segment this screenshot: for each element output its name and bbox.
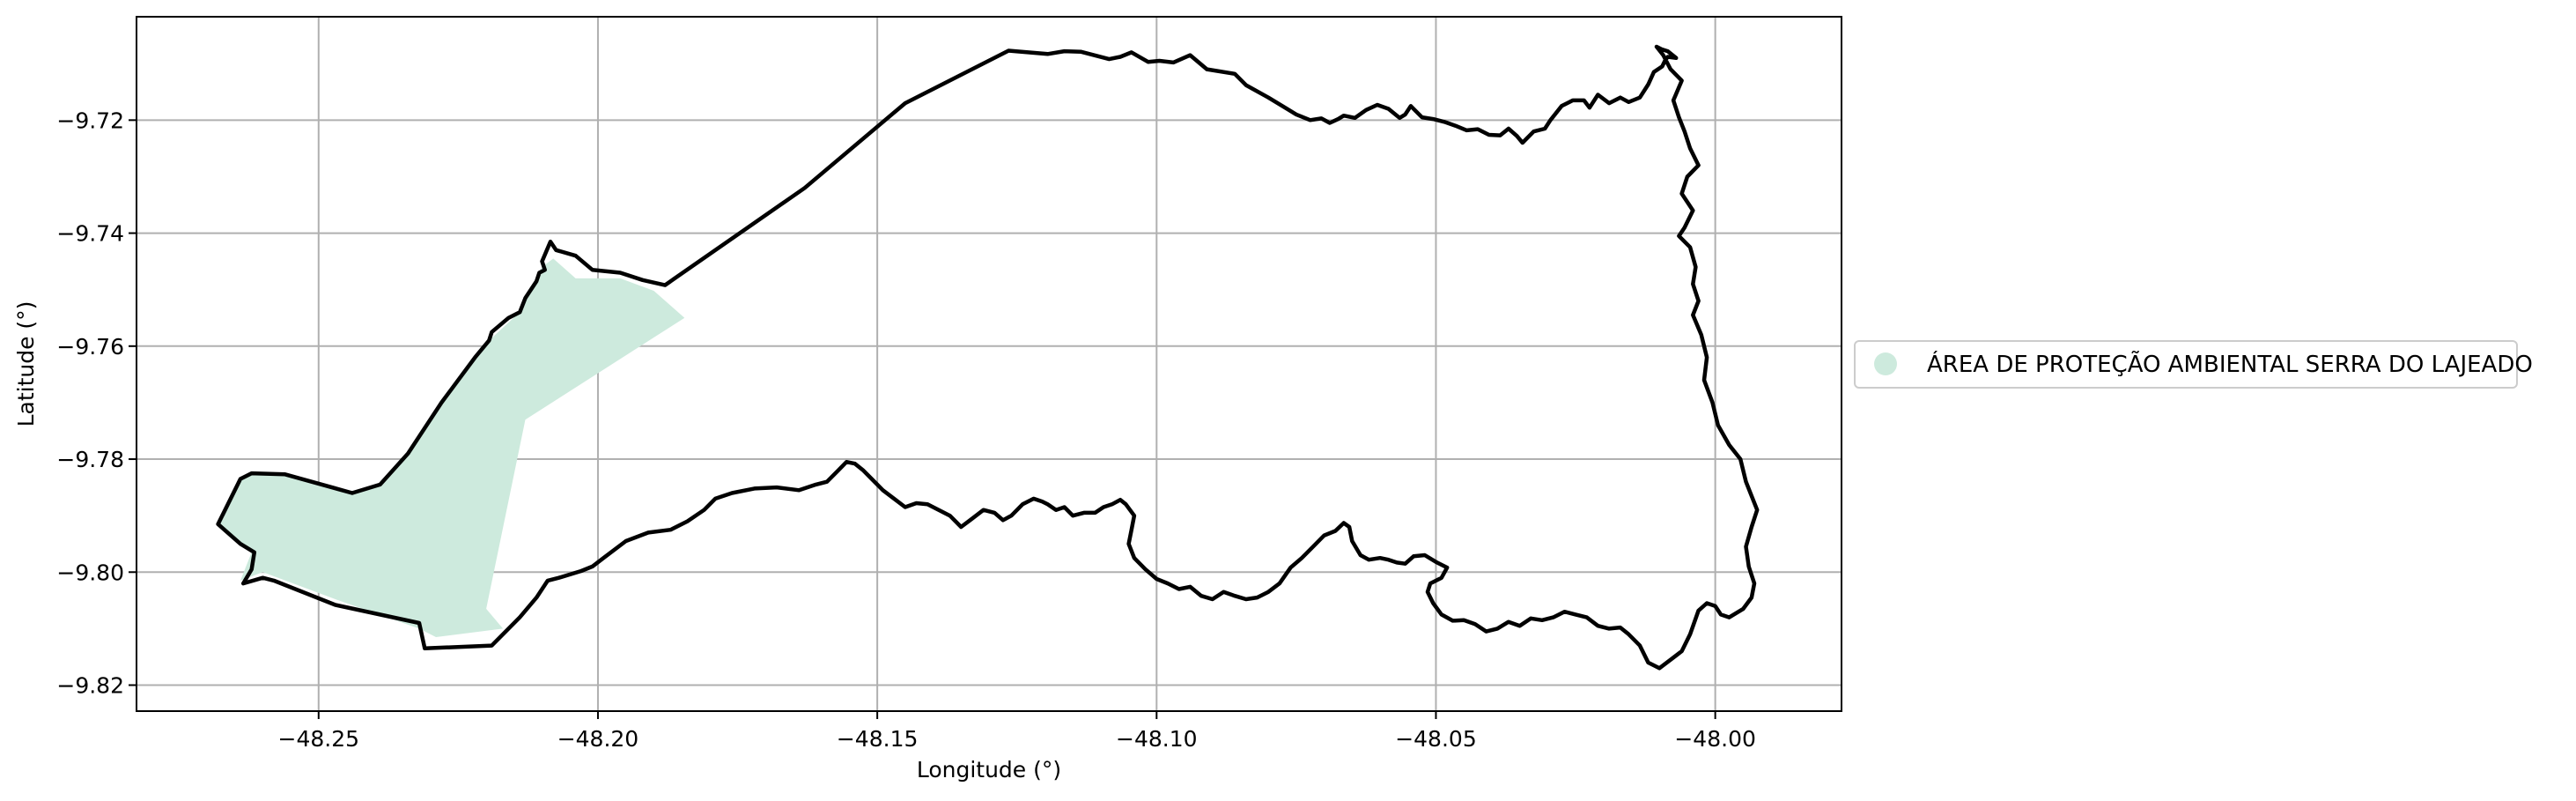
y-tick-label: −9.76 [56, 334, 124, 360]
legend-marker [1874, 352, 1897, 375]
y-tick-label: −9.74 [56, 221, 124, 247]
grid-layer [137, 17, 1842, 711]
x-axis-title: Longitude (°) [917, 757, 1061, 782]
municipality-boundary [216, 44, 1760, 671]
plot-area: −48.25 −48.20 −48.15 −48.10 −48.05 −48.00 −9.7… [56, 16, 1842, 752]
y-axis-title: Latitude (°) [13, 301, 39, 427]
y-tick-label: −9.82 [56, 673, 124, 699]
legend-label: ÁREA DE PROTEÇÃO AMBIENTAL SERRA DO LAJE… [1927, 350, 2533, 378]
y-tick-label: −9.80 [56, 560, 124, 585]
x-tick-label: −48.05 [1395, 726, 1477, 752]
x-tick-label: −48.25 [278, 726, 360, 752]
tick-layer: −48.25 −48.20 −48.15 −48.10 −48.05 −48.00 −9.7… [56, 108, 1756, 752]
y-tick-label: −9.78 [56, 447, 124, 472]
y-tick-label: −9.72 [56, 108, 124, 133]
legend: ÁREA DE PROTEÇÃO AMBIENTAL SERRA DO LAJE… [1854, 340, 2533, 389]
apa-serra-do-lajeado-area [218, 258, 685, 637]
plot-frame [136, 16, 1842, 712]
legend-frame [1854, 340, 2518, 389]
polygon-layer [216, 44, 1760, 671]
x-tick-label: −48.10 [1116, 726, 1198, 752]
x-tick-label: −48.00 [1674, 726, 1756, 752]
x-tick-label: −48.20 [557, 726, 639, 752]
x-tick-label: −48.15 [837, 726, 919, 752]
